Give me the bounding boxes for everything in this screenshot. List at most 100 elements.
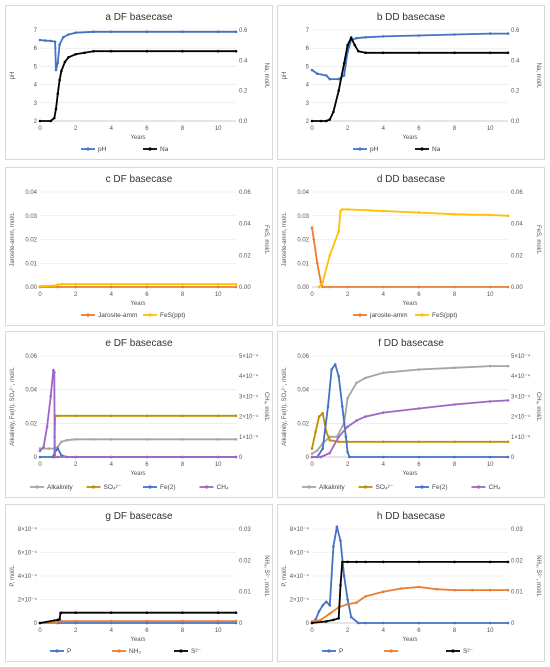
data-point — [357, 621, 360, 625]
data-point — [330, 368, 333, 371]
y2-tick-label: 3×10⁻⁴ — [239, 393, 259, 400]
series-a-0 — [38, 30, 238, 72]
data-point — [488, 560, 492, 564]
data-point — [74, 282, 77, 286]
data-point — [337, 374, 340, 378]
x-tick-label: 4 — [110, 628, 114, 634]
y-tick-label: 0 — [34, 455, 38, 461]
legend-label: Fe(2) — [432, 484, 448, 491]
data-point — [355, 601, 358, 604]
data-point — [382, 621, 385, 625]
legend-item: FeS(ppt) — [415, 312, 457, 319]
legend-item: Fe(2) — [143, 484, 176, 491]
data-point — [54, 621, 58, 625]
data-point — [346, 560, 349, 564]
data-point — [337, 77, 340, 81]
data-point — [348, 455, 351, 459]
data-point — [38, 455, 42, 459]
x-tick-label: 2 — [74, 126, 78, 132]
data-point — [488, 285, 492, 289]
data-point — [453, 588, 456, 592]
y-tick-label: 0.02 — [297, 238, 309, 244]
data-point — [310, 452, 314, 455]
data-point — [332, 110, 335, 114]
data-point — [53, 455, 57, 459]
legend-item: Alkalinity — [30, 484, 73, 491]
data-point — [60, 611, 63, 614]
legend-item: Na — [415, 146, 441, 153]
x-tick-label: 8 — [453, 462, 457, 468]
data-point — [60, 440, 63, 444]
x-tick-label: 6 — [417, 462, 421, 468]
data-point — [234, 282, 238, 286]
x-tick-label: 10 — [487, 292, 494, 298]
x-tick-label: 2 — [346, 126, 350, 132]
data-point — [339, 539, 342, 543]
data-point — [314, 430, 317, 434]
legend-label: pH — [98, 146, 107, 153]
data-point — [382, 285, 385, 289]
legend-item: CH₄ — [199, 484, 229, 491]
x-tick-label: 10 — [215, 126, 222, 132]
legend-item: SO₄²⁻ — [86, 484, 122, 491]
x-tick-label: 4 — [382, 462, 386, 468]
data-point — [58, 617, 61, 621]
data-point — [44, 39, 47, 42]
x-tick-label: 8 — [181, 126, 185, 132]
x-tick-label: 0 — [310, 292, 314, 298]
chart-panel-b: b DD basecase 2 3 4 5 6 7 0.0 0.2 0.4 0.6 0 2 4 6 8 10 Ye… — [277, 5, 545, 160]
data-point — [38, 119, 42, 123]
legend-label: Jarosite-amm — [98, 312, 137, 319]
data-point — [417, 211, 421, 214]
data-point — [417, 285, 421, 289]
x-tick-label: 8 — [453, 628, 457, 634]
y2-axis-label: Na, mol/L — [535, 63, 541, 89]
data-point — [145, 414, 149, 418]
data-point — [145, 611, 149, 614]
series-line — [311, 586, 508, 623]
chart-title: h DD basecase — [377, 511, 446, 522]
data-point — [310, 226, 314, 229]
series-line — [40, 438, 236, 450]
data-point — [417, 621, 421, 625]
data-point — [316, 72, 319, 75]
y-tick-label: 4 — [306, 83, 310, 89]
legend-marker — [358, 313, 362, 317]
x-tick-label: 10 — [487, 462, 494, 468]
data-point — [145, 621, 149, 625]
data-point — [506, 560, 510, 564]
data-point — [453, 33, 456, 36]
series-c-1 — [38, 282, 238, 288]
data-point — [488, 364, 492, 368]
x-tick-label: 6 — [145, 462, 149, 468]
data-point — [92, 30, 95, 34]
x-tick-label: 8 — [181, 292, 185, 298]
data-point — [417, 440, 421, 444]
y-tick-label: 4 — [34, 83, 38, 89]
y2-tick-label: 0.01 — [511, 590, 523, 596]
data-point — [216, 49, 220, 53]
x-tick-label: 4 — [110, 126, 114, 132]
legend-item: P — [322, 648, 343, 655]
data-point — [342, 574, 346, 578]
data-point — [346, 425, 349, 428]
data-point — [110, 285, 113, 289]
data-point — [74, 611, 77, 614]
chart-panel-d: d DD basecase 0.00 0.01 0.02 0.03 0.04 0.00 0.0… — [277, 167, 545, 326]
data-point — [353, 43, 357, 47]
data-point — [181, 30, 184, 34]
data-point — [53, 435, 56, 439]
series-line — [318, 208, 509, 288]
data-point — [74, 31, 77, 34]
y2-axis-label: FeS, mol/L — [535, 225, 541, 255]
chart-d: d DD basecase 0.00 0.01 0.02 0.03 0.04 0.00 0.0… — [282, 174, 541, 319]
legend-marker — [451, 649, 455, 653]
data-point — [61, 36, 65, 39]
data-point — [53, 619, 56, 622]
data-point — [145, 49, 149, 53]
y-axis-label: Jarosite-amm, mol/L — [10, 212, 16, 267]
data-point — [317, 285, 321, 289]
data-point — [506, 455, 510, 459]
x-tick-label: 8 — [453, 126, 457, 132]
